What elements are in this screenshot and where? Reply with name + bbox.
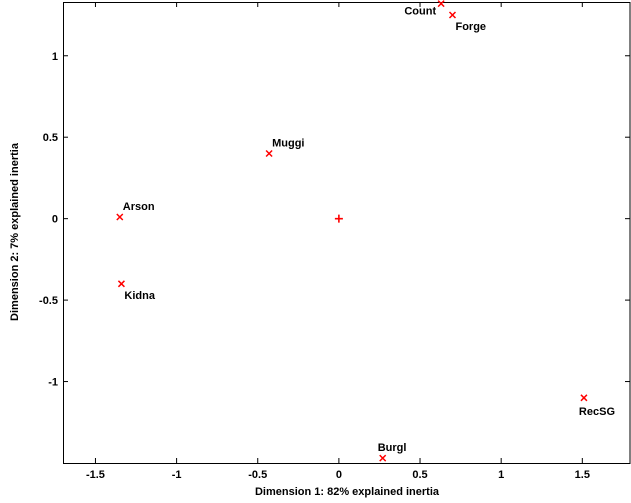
point-marker-kidna — [117, 280, 125, 288]
y-tick-label: 0.5 — [43, 132, 58, 144]
point-marker-forge — [448, 11, 457, 19]
x-tick-label: 0.5 — [412, 469, 427, 481]
point-marker-muggi — [265, 149, 273, 158]
point-label-burgl: Burgl — [378, 442, 407, 454]
point-label-kidna: Kidna — [124, 290, 155, 302]
y-tick-label: -1 — [48, 377, 58, 389]
x-tick-label: 1 — [498, 469, 504, 481]
x-tick-label: -1.5 — [86, 469, 105, 481]
point-label-muggi: Muggi — [272, 137, 304, 149]
point-label-forge: Forge — [455, 21, 486, 33]
x-tick-label: -0.5 — [248, 469, 267, 481]
y-tick-label: 1 — [52, 51, 58, 63]
point-label-arson: Arson — [123, 201, 155, 213]
x-axis-label: Dimension 1: 82% explained inertia — [255, 486, 440, 498]
x-tick-label: 1.5 — [575, 469, 590, 481]
data-points: Count Forge Muggi Arson Kidna RecSG Burgl — [116, 0, 615, 462]
plot-frame — [63, 2, 631, 464]
point-marker-count — [437, 0, 445, 8]
plot-border — [63, 2, 631, 464]
point-label-count: Count — [404, 6, 436, 18]
x-tick-label: -1 — [172, 469, 182, 481]
point-marker-recsg — [580, 394, 588, 402]
point-marker-burgl — [379, 454, 387, 462]
point-marker-arson — [116, 213, 124, 221]
y-tick-label: -0.5 — [39, 295, 58, 307]
y-tick-label: 0 — [52, 214, 58, 226]
y-axis-label: Dimension 2: 7% explained inertia — [9, 142, 21, 321]
origin-plus-marker — [334, 214, 343, 223]
axis-ticks: -1.5 -1 -0.5 0 0.5 1 1.5 -1 -0.5 0 0.5 1 — [39, 2, 630, 481]
point-label-recsg: RecSG — [579, 406, 615, 418]
x-tick-label: 0 — [336, 469, 342, 481]
